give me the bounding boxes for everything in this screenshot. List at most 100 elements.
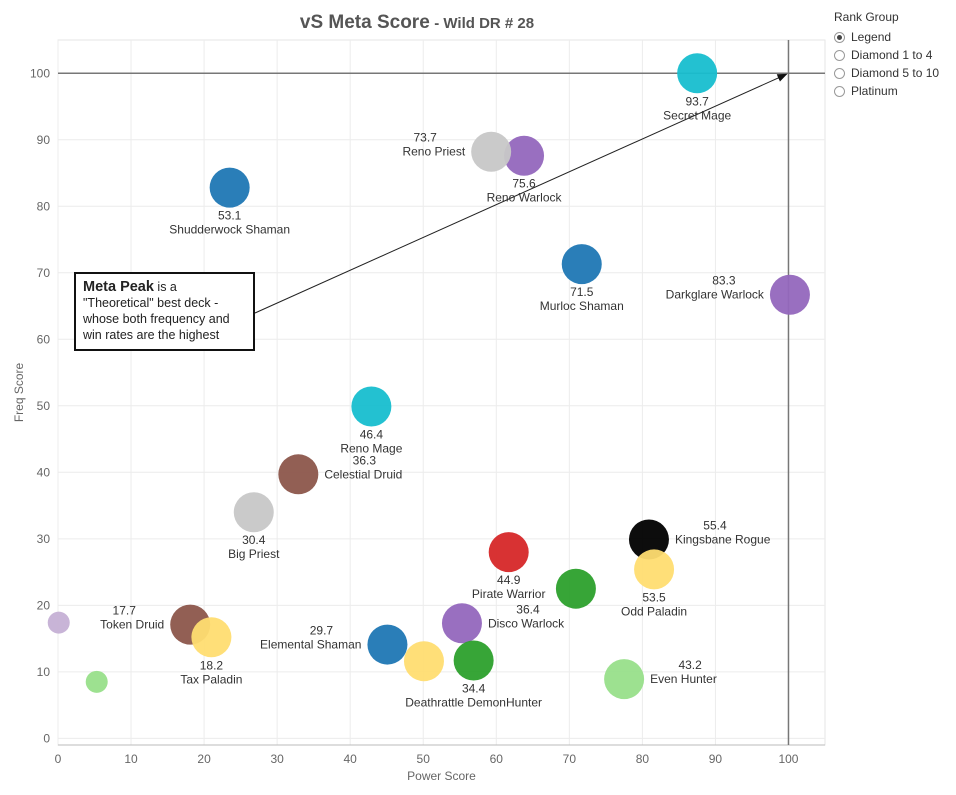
data-label-score: 34.4 (462, 682, 486, 696)
data-label-score: 17.7 (113, 604, 137, 618)
data-point (769, 274, 810, 315)
data-label-score: 46.4 (360, 427, 384, 441)
data-label-score: 93.7 (685, 94, 709, 108)
filter-option-label: Diamond 1 to 4 (851, 48, 933, 62)
y-tick-label: 100 (30, 66, 50, 80)
filter-option-diamond-1-4[interactable]: Diamond 1 to 4 (834, 46, 954, 64)
filter-option-diamond-5-10[interactable]: Diamond 5 to 10 (834, 64, 954, 82)
data-label-deck: Shudderwock Shaman (169, 223, 290, 237)
data-label-score: 71.5 (570, 285, 594, 299)
data-label-score: 55.4 (703, 518, 727, 532)
annotation-text: is a "Theoretical" best deck - whose bot… (83, 280, 230, 342)
data-point (351, 386, 392, 427)
data-label-score: 53.5 (642, 590, 666, 604)
data-point (504, 135, 545, 176)
y-tick-label: 10 (37, 665, 51, 679)
legend-title: Rank Group (834, 10, 899, 24)
data-point (367, 624, 408, 665)
x-tick-label: 100 (778, 752, 798, 766)
filter-option-legend[interactable]: Legend (834, 28, 954, 46)
data-label-deck: Big Priest (228, 547, 280, 561)
data-label-deck: Disco Warlock (488, 616, 565, 630)
radio-icon[interactable] (834, 85, 845, 97)
data-label-score: 83.3 (712, 274, 736, 288)
data-point (555, 568, 596, 609)
data-point (441, 603, 482, 644)
filter-option-platinum[interactable]: Platinum (834, 82, 954, 100)
x-tick-label: 70 (563, 752, 577, 766)
x-tick-label: 20 (197, 752, 211, 766)
y-tick-label: 20 (37, 598, 51, 612)
data-label-score: 73.7 (413, 131, 437, 145)
data-label-deck: Token Druid (100, 618, 164, 632)
x-tick-label: 10 (124, 752, 138, 766)
filter-option-label: Diamond 5 to 10 (851, 66, 940, 80)
data-point (191, 617, 232, 658)
data-point (85, 670, 108, 693)
y-axis-title: Freq Score (12, 362, 26, 422)
data-point (47, 611, 70, 634)
x-tick-label: 0 (55, 752, 62, 766)
x-tick-label: 40 (344, 752, 358, 766)
chart-title-block: vS Meta Score - Wild DR # 28 (0, 12, 834, 34)
data-label-score: 43.2 (678, 658, 702, 672)
data-label-deck: Elemental Shaman (260, 638, 361, 652)
data-point (233, 492, 274, 533)
data-label-deck: Tax Paladin (180, 672, 242, 686)
data-point (403, 641, 444, 682)
data-point (604, 659, 645, 700)
y-tick-label: 90 (37, 133, 51, 147)
data-label-deck: Secret Mage (663, 108, 731, 122)
data-label-score: 44.9 (497, 573, 521, 587)
meta-peak-arrow (254, 73, 788, 314)
data-point (628, 519, 669, 560)
data-point (209, 167, 250, 208)
y-tick-label: 60 (37, 332, 51, 346)
data-label-score: 36.4 (516, 602, 540, 616)
data-label-score: 29.7 (310, 624, 334, 638)
data-label-deck: Odd Paladin (621, 604, 687, 618)
y-tick-label: 30 (37, 532, 51, 546)
data-label-score: 36.3 (353, 453, 377, 467)
data-label-deck: Darkglare Warlock (666, 288, 765, 302)
y-tick-label: 50 (37, 399, 51, 413)
data-label-deck: Reno Priest (402, 145, 465, 159)
data-point (471, 131, 512, 172)
y-tick-label: 0 (43, 731, 50, 745)
data-label-score: 53.1 (218, 209, 242, 223)
radio-icon[interactable] (834, 49, 845, 61)
x-tick-label: 50 (417, 752, 431, 766)
rank-group-filter: Rank Group Legend Diamond 1 to 4 Diamond… (834, 10, 954, 100)
meta-peak-annotation: Meta Peak is a "Theoretical" best deck -… (74, 272, 255, 351)
y-tick-label: 80 (37, 199, 51, 213)
x-tick-label: 90 (709, 752, 723, 766)
chart-title: vS Meta Score (299, 12, 430, 33)
chart-subtitle: - Wild DR # 28 (434, 15, 535, 32)
filter-option-label: Legend (851, 30, 892, 44)
data-label-score: 75.6 (512, 177, 536, 191)
annotation-bold-text: Meta Peak (83, 279, 154, 295)
radio-selected-icon[interactable] (834, 31, 845, 43)
x-axis-title: Power Score (407, 769, 476, 783)
filter-option-label: Platinum (851, 84, 898, 98)
y-tick-label: 40 (37, 465, 51, 479)
scatter-chart: 0 10 20 30 40 50 60 70 80 90 100 0 10 20 30 40 50 60 70 80 9… (12, 39, 826, 783)
data-label-deck: Even Hunter (650, 672, 717, 686)
data-point (561, 244, 602, 285)
data-label-deck: Deathrattle DemonHunter (405, 696, 542, 710)
data-label-score: 18.2 (200, 658, 224, 672)
x-tick-label: 80 (636, 752, 650, 766)
data-label-deck: Reno Mage (340, 441, 402, 455)
data-label-deck: Pirate Warrior (472, 587, 546, 601)
data-label-score: 30.4 (242, 533, 266, 547)
data-label-deck: Kingsbane Rogue (675, 532, 771, 546)
data-point (453, 640, 494, 681)
data-point (677, 53, 718, 94)
x-tick-label: 60 (490, 752, 504, 766)
data-label-deck: Celestial Druid (324, 467, 402, 481)
x-tick-label: 30 (270, 752, 284, 766)
radio-icon[interactable] (834, 67, 845, 79)
data-point (488, 532, 529, 573)
data-point (634, 549, 675, 590)
data-label-deck: Murloc Shaman (540, 299, 624, 313)
